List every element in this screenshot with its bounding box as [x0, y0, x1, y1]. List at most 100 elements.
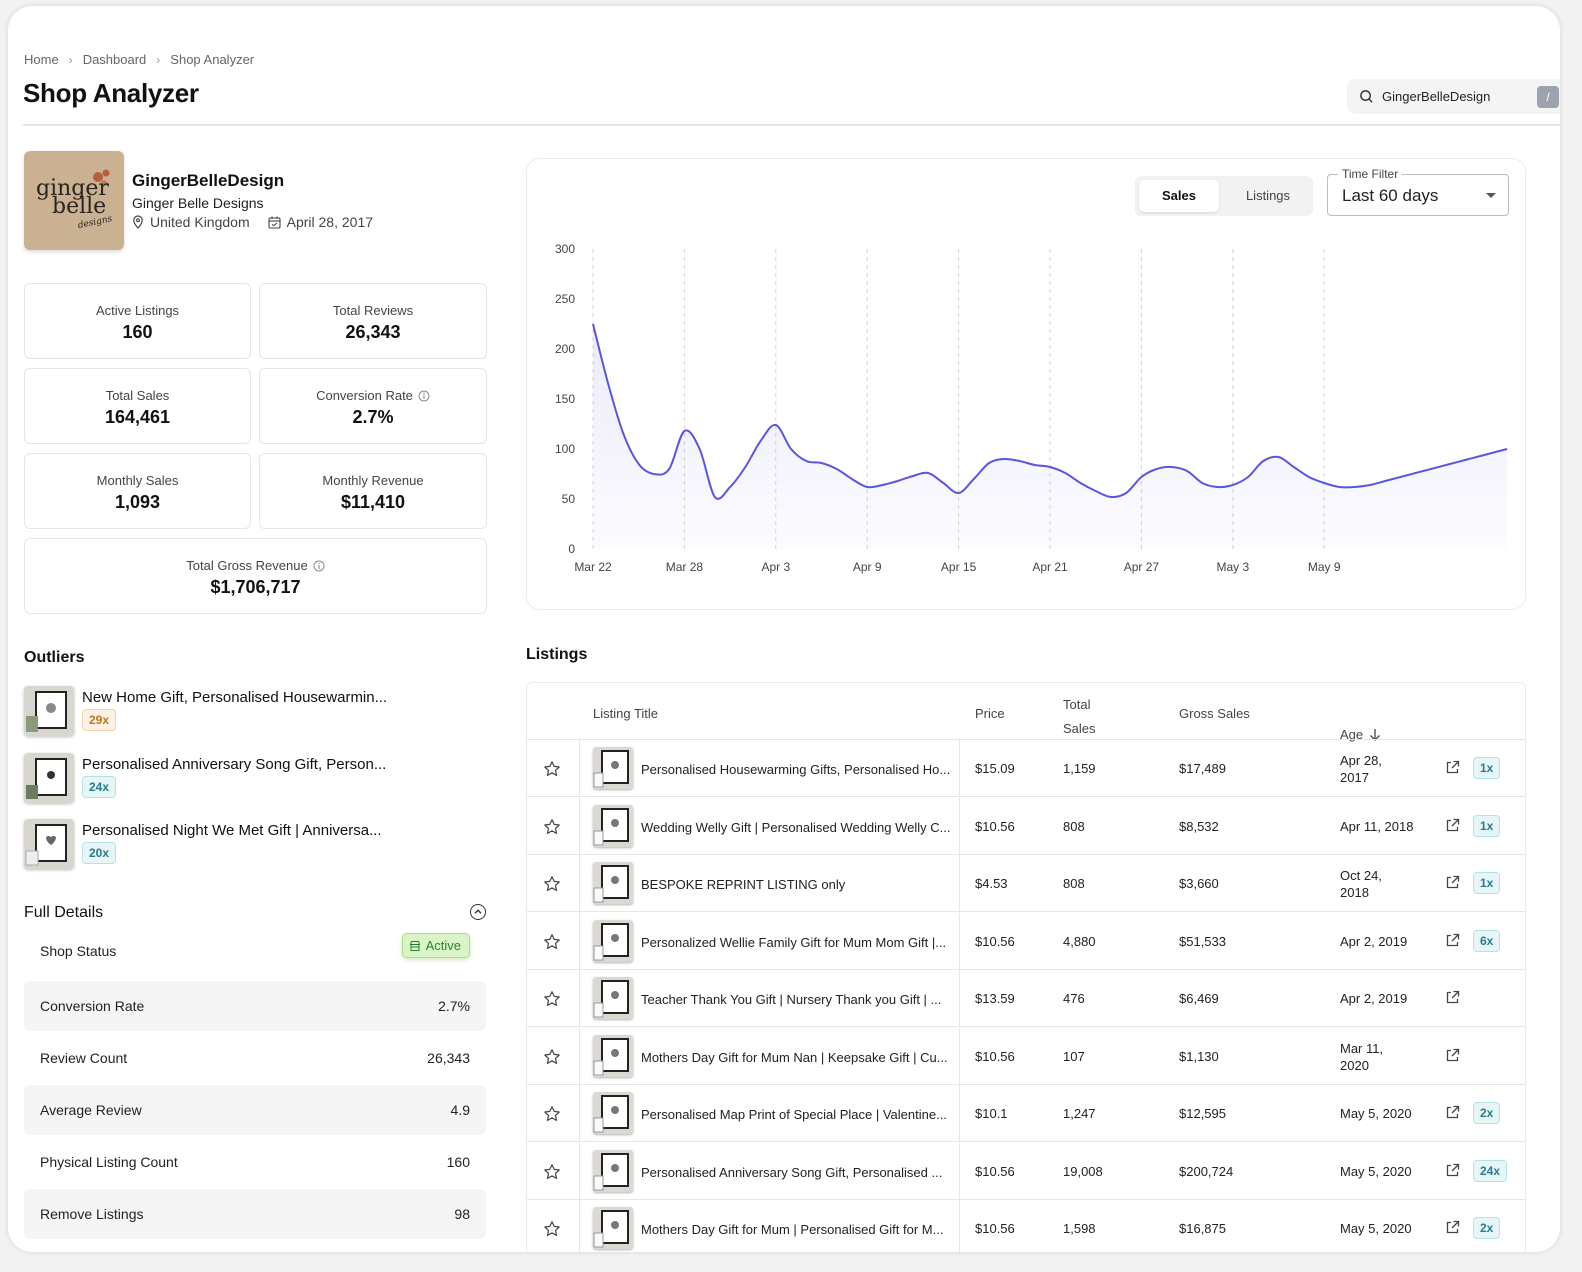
listing-age: Apr 2, 2019	[1340, 933, 1430, 950]
listing-title[interactable]: Wedding Welly Gift | Personalised Weddin…	[641, 819, 951, 835]
info-icon[interactable]	[418, 390, 430, 402]
time-filter-select[interactable]: Time Filter Last 60 days	[1327, 167, 1509, 216]
external-link-icon[interactable]	[1445, 990, 1460, 1008]
external-link-icon[interactable]	[1445, 760, 1460, 778]
search-box[interactable]: /	[1347, 79, 1560, 114]
star-icon[interactable]	[543, 875, 561, 896]
sales-multiplier-badge: 6x	[1473, 929, 1501, 952]
table-row[interactable]: Teacher Thank You Gift | Nursery Thank y…	[527, 970, 1525, 1027]
shop-location: United Kingdom	[150, 214, 250, 230]
y-tick-label: 150	[555, 392, 575, 406]
star-icon[interactable]	[543, 990, 561, 1011]
external-link-icon[interactable]	[1445, 1048, 1460, 1066]
star-icon[interactable]	[543, 818, 561, 839]
external-link-icon[interactable]	[1445, 1220, 1460, 1238]
column-header-price[interactable]: Price	[975, 706, 1005, 721]
column-header-gross-sales[interactable]: Gross Sales	[1179, 706, 1250, 721]
y-tick-label: 250	[555, 292, 575, 306]
logo-text-2: belle	[52, 194, 106, 219]
stat-value: $11,410	[340, 492, 406, 512]
column-divider	[579, 970, 580, 1027]
listing-title[interactable]: Mothers Day Gift for Mum | Personalised …	[641, 1222, 944, 1237]
sales-multiplier-badge: 2x	[1473, 1217, 1501, 1239]
outlier-title: Personalised Night We Met Gift | Anniver…	[82, 822, 382, 839]
listing-total-sales: 1,159	[1063, 761, 1096, 776]
table-row[interactable]: Mothers Day Gift for Mum Nan | Keepsake …	[527, 1027, 1525, 1085]
table-row[interactable]: Personalised Housewarming Gifts, Persona…	[527, 740, 1525, 797]
listing-age-line: Apr 11, 2018	[1340, 818, 1414, 834]
outlier-item[interactable]: New Home Gift, Personalised Housewarmin.…	[24, 686, 494, 738]
table-row[interactable]: BESPOKE REPRINT LISTING only $4.53 808 $3,6…	[527, 855, 1525, 912]
listing-title[interactable]: BESPOKE REPRINT LISTING only	[641, 877, 846, 892]
stat-monthly-sales: Monthly Sales 1,093	[24, 453, 251, 529]
listing-thumbnail	[593, 747, 633, 789]
listing-thumbnail	[593, 919, 633, 962]
star-icon[interactable]	[543, 760, 561, 781]
column-divider	[579, 740, 580, 797]
breadcrumb-dashboard[interactable]: Dashboard	[82, 52, 147, 67]
collapse-toggle-button[interactable]	[470, 904, 486, 920]
stat-label: Active Listings	[95, 303, 180, 318]
y-tick-label: 200	[555, 342, 575, 356]
detail-row-shop-status: Shop Status Active	[24, 926, 486, 976]
column-divider	[579, 797, 580, 855]
tab-sales[interactable]: Sales	[1139, 180, 1219, 212]
table-row[interactable]: Mothers Day Gift for Mum | Personalised …	[527, 1200, 1525, 1252]
listing-price: $10.56	[975, 1048, 1015, 1064]
table-row[interactable]: Personalized Wellie Family Gift for Mum …	[527, 912, 1525, 970]
outlier-item[interactable]: Personalised Night We Met Gift | Anniver…	[24, 819, 494, 871]
listing-age: May 5, 2020	[1340, 1105, 1430, 1122]
column-header-age[interactable]: Age	[1340, 706, 1381, 763]
external-link-icon[interactable]	[1445, 933, 1460, 951]
listing-age-line: 2017	[1340, 770, 1369, 785]
x-tick-label: Apr 15	[941, 560, 977, 574]
search-shortcut-key: /	[1537, 86, 1559, 108]
stat-label: Total Gross Revenue	[186, 558, 308, 573]
external-link-icon[interactable]	[1445, 875, 1460, 893]
detail-key: Conversion Rate	[40, 998, 145, 1014]
calendar-icon	[268, 216, 281, 229]
outlier-item[interactable]: Personalised Anniversary Song Gift, Pers…	[24, 753, 494, 805]
star-icon[interactable]	[543, 1220, 561, 1241]
listing-gross-sales: $8,532	[1179, 818, 1219, 834]
external-link-icon[interactable]	[1445, 1105, 1460, 1123]
shop-display-name: Ginger Belle Designs	[132, 195, 264, 211]
listing-thumbnail	[24, 753, 74, 803]
search-icon	[1360, 90, 1373, 103]
star-icon[interactable]	[543, 1163, 561, 1184]
search-input[interactable]	[1382, 89, 1522, 104]
chevron-up-icon	[474, 909, 482, 914]
listing-title[interactable]: Teacher Thank You Gift | Nursery Thank y…	[641, 992, 942, 1007]
table-row[interactable]: Wedding Welly Gift | Personalised Weddin…	[527, 797, 1525, 855]
star-icon[interactable]	[543, 1048, 561, 1069]
listing-title[interactable]: Personalized Wellie Family Gift for Mum …	[641, 934, 947, 950]
listing-title[interactable]: Personalised Map Print of Special Place …	[641, 1107, 947, 1122]
listing-age-line: Oct 24,	[1340, 868, 1382, 883]
info-icon[interactable]	[313, 560, 325, 572]
listing-age-line: Apr 2, 2019	[1340, 991, 1408, 1006]
external-link-icon[interactable]	[1445, 818, 1460, 836]
sales-series-line	[592, 323, 1508, 500]
listing-title[interactable]: Personalised Anniversary Song Gift, Pers…	[641, 1164, 943, 1180]
sales-multiplier-badge: 1x	[1473, 814, 1501, 837]
listing-title[interactable]: Mothers Day Gift for Mum Nan | Keepsake …	[641, 1049, 948, 1065]
x-tick-label: May 9	[1308, 560, 1341, 574]
listing-title[interactable]: Personalised Housewarming Gifts, Persona…	[641, 762, 951, 777]
listing-thumbnail	[24, 686, 74, 736]
tab-listings[interactable]: Listings	[1245, 188, 1291, 203]
stat-value: 164,461	[104, 407, 171, 427]
table-row[interactable]: Personalised Map Print of Special Place …	[527, 1085, 1525, 1142]
star-icon[interactable]	[543, 933, 561, 954]
breadcrumb-home[interactable]: Home	[24, 52, 59, 67]
external-link-icon[interactable]	[1445, 1163, 1460, 1181]
listing-age: Apr 28, 2017	[1340, 752, 1430, 786]
listing-total-sales: 19,008	[1063, 1163, 1103, 1179]
x-tick-label: Mar 22	[574, 560, 612, 574]
column-divider	[579, 855, 580, 912]
stat-label-row: Total Gross Revenue	[25, 558, 486, 573]
table-row[interactable]: Personalised Anniversary Song Gift, Pers…	[527, 1142, 1525, 1200]
status-badge-label: Active	[425, 938, 461, 953]
column-header-total-sales[interactable]: Total Sales	[1063, 693, 1096, 750]
star-icon[interactable]	[543, 1105, 561, 1126]
column-header-title[interactable]: Listing Title	[593, 706, 659, 721]
